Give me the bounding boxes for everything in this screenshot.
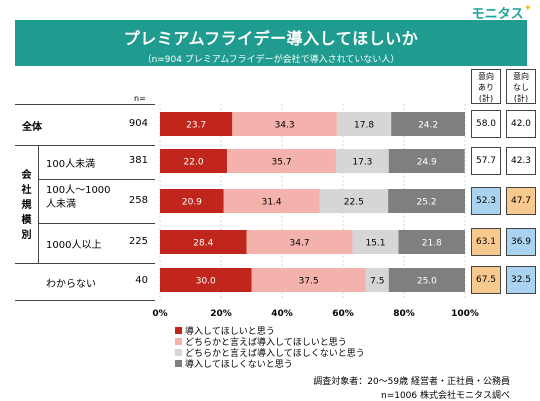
bar-segment	[398, 230, 465, 254]
row-label-100-1000: 100人～1000人未満	[46, 185, 111, 210]
table-vline	[38, 145, 39, 263]
bar-value-label: 23.7	[186, 121, 206, 131]
bar-value-label: 25.0	[417, 277, 437, 287]
legend-swatch	[175, 338, 182, 345]
source-note: n=1006 株式会社モニタス調べ	[380, 391, 510, 401]
bar-segment	[160, 189, 224, 213]
survey-note: 調査対象者：20～59歳 経営者・正社員・公務員	[313, 377, 510, 387]
intent-no-value: 42.3	[506, 147, 536, 175]
bar-segment	[160, 268, 252, 292]
bar-value-label: 24.2	[418, 121, 438, 131]
legend-item: 導入してほしいと思う	[175, 327, 365, 338]
bar-segment	[352, 230, 399, 254]
bar-value-label: 22.0	[184, 158, 204, 168]
row-label-total: 全体	[22, 122, 42, 133]
bar-segment	[227, 149, 336, 173]
intent-yes-header: 意向 あり (計)	[471, 69, 501, 104]
intent-no-header: 意向 なし (計)	[506, 69, 536, 104]
intent-no-value: 42.0	[506, 110, 536, 138]
n-value: 381	[128, 155, 148, 166]
table-line	[15, 263, 155, 264]
row-label-unknown: わからない	[46, 279, 96, 290]
bar-segment	[232, 112, 337, 136]
intent-yes-value: 57.7	[471, 147, 501, 175]
bar-value-label: 37.5	[299, 277, 319, 287]
n-value: 225	[128, 236, 148, 247]
intent-no-value: 47.7	[506, 187, 536, 215]
bar-value-label: 30.0	[196, 277, 216, 287]
bar-value-label: 28.4	[193, 239, 213, 249]
stacked-bar-chart: 0% 20% 40% 60% 80% 100% 23.7 34.3 17.8 24.2 22.0 35…	[152, 104, 479, 319]
bar-value-label: 7.5	[370, 277, 384, 287]
chart-title: プレミアムフライデー導入してほしいか	[123, 29, 419, 48]
bar-segment	[160, 149, 228, 173]
bar-value-label: 35.7	[272, 158, 292, 168]
legend-swatch	[175, 360, 182, 367]
intent-yes-value: 63.1	[471, 228, 501, 256]
bar-value-label: 22.5	[344, 198, 364, 208]
bar-segment	[388, 268, 465, 292]
row-label-1000-plus: 1000人以上	[46, 240, 102, 251]
x-tick-label: 40%	[271, 309, 293, 319]
intent-yes-value: 58.0	[471, 110, 501, 138]
brand-logo: モニタス✦	[471, 3, 532, 22]
bar-segment	[246, 230, 353, 254]
legend-swatch	[175, 349, 182, 356]
bar-value-label: 20.9	[182, 198, 202, 208]
x-tick-label: 60%	[332, 309, 354, 319]
x-tick-label: 100%	[451, 309, 479, 319]
bar-segment	[251, 268, 366, 292]
bar-value-label: 34.3	[275, 121, 295, 131]
table-line	[38, 179, 155, 180]
chart-legend: 導入してほしいと思う どちらかと言えば導入してほしいと思う どちらかと言えば導入…	[175, 327, 365, 371]
chart-subtitle: （n=904 プレミアムフライデーが会社で導入されていない人）	[142, 55, 400, 65]
n-value: 40	[135, 275, 148, 286]
intent-yes-value: 67.5	[471, 266, 501, 294]
table-line	[15, 104, 155, 105]
company-size-side-label: 会社規模別	[21, 169, 32, 241]
bar-segment	[388, 189, 465, 213]
bar-segment	[223, 189, 320, 213]
bar-segment	[335, 149, 389, 173]
bar-segment	[160, 230, 247, 254]
table-line	[38, 223, 155, 224]
legend-item: 導入してほしくないと思う	[175, 360, 365, 371]
table-line	[15, 145, 155, 146]
row-label-under-100: 100人未満	[46, 159, 96, 170]
bar-value-label: 21.8	[422, 239, 442, 249]
bar-value-label: 17.3	[352, 158, 372, 168]
bar-segment	[319, 189, 389, 213]
legend-swatch	[175, 327, 182, 334]
table-line	[15, 300, 155, 301]
bar-segment	[391, 112, 465, 136]
legend-item: どちらかと言えば導入してほしいと思う	[175, 338, 365, 349]
bar-value-label: 34.7	[290, 239, 310, 249]
intent-yes-value: 52.3	[471, 187, 501, 215]
n-header: n=	[134, 94, 146, 103]
x-tick-label: 80%	[393, 309, 415, 319]
bar-segment	[160, 112, 233, 136]
bar-segment	[365, 268, 389, 292]
x-tick-label: 20%	[210, 309, 232, 319]
bar-segment	[388, 149, 465, 173]
bar-value-label: 24.9	[417, 158, 437, 168]
intent-no-value: 36.9	[506, 228, 536, 256]
bar-value-label: 15.1	[365, 239, 385, 249]
x-tick-label: 0%	[152, 309, 167, 319]
bar-value-label: 25.2	[417, 198, 437, 208]
intent-no-value: 32.5	[506, 266, 536, 294]
bar-value-label: 17.8	[354, 121, 374, 131]
title-banner: プレミアムフライデー導入してほしいか （n=904 プレミアムフライデーが会社で…	[15, 20, 527, 66]
bar-value-label: 31.4	[262, 198, 282, 208]
n-value: 904	[128, 118, 148, 129]
n-value: 258	[128, 195, 148, 206]
bar-segment	[336, 112, 392, 136]
legend-item: どちらかと言えば導入してほしくないと思う	[175, 349, 365, 360]
